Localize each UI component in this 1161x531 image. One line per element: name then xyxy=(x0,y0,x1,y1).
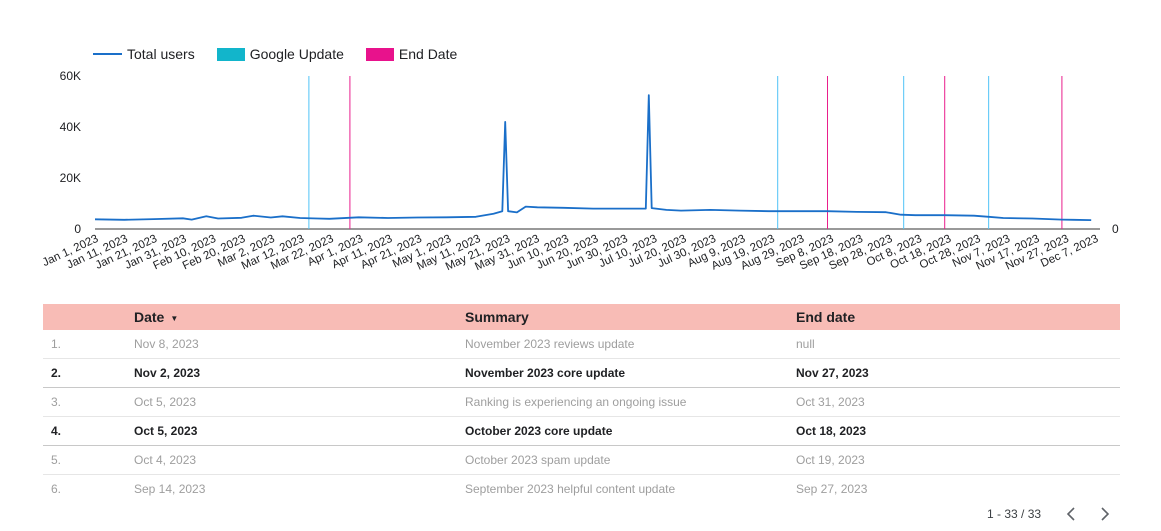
row-summary: Ranking is experiencing an ongoing issue xyxy=(465,395,687,409)
legend-label: Total users xyxy=(127,46,195,62)
row-summary: November 2023 core update xyxy=(465,366,626,380)
row-summary: September 2023 helpful content update xyxy=(465,482,676,496)
table-row[interactable]: 2. Nov 2, 2023 November 2023 core update… xyxy=(43,359,1120,388)
legend-item-total-users[interactable]: Total users xyxy=(93,46,195,62)
y-tick-label: 20K xyxy=(60,171,81,185)
table-row[interactable]: 1. Nov 8, 2023 November 2023 reviews upd… xyxy=(43,330,1120,359)
row-date: Nov 8, 2023 xyxy=(134,337,199,351)
row-end-date: Oct 18, 2023 xyxy=(796,424,867,438)
y-tick-label: 40K xyxy=(60,120,81,134)
row-summary: October 2023 spam update xyxy=(465,453,611,467)
row-index: 3. xyxy=(51,395,62,409)
row-date: Sep 14, 2023 xyxy=(134,482,206,496)
legend-swatch-total-users xyxy=(93,53,122,55)
row-end-date: null xyxy=(796,337,815,351)
table-header: Date ▼ Summary End date xyxy=(43,304,1120,330)
row-end-date: Nov 27, 2023 xyxy=(796,366,869,380)
y-tick-label: 60K xyxy=(60,69,81,83)
header-summary[interactable]: Summary xyxy=(465,309,529,325)
legend-label: Google Update xyxy=(249,46,344,62)
table-row[interactable]: 4. Oct 5, 2023 October 2023 core update … xyxy=(43,417,1120,446)
pagination: 1 - 33 / 33 xyxy=(987,505,1117,523)
sort-desc-icon: ▼ xyxy=(170,313,179,323)
row-summary: October 2023 core update xyxy=(465,424,613,438)
pagination-label: 1 - 33 / 33 xyxy=(987,507,1042,521)
row-index: 5. xyxy=(51,453,62,467)
row-end-date: Oct 19, 2023 xyxy=(796,453,865,467)
row-date: Oct 5, 2023 xyxy=(134,395,197,409)
chevron-left-icon[interactable] xyxy=(1059,505,1083,523)
legend-swatch-end-date xyxy=(365,47,394,61)
legend-item-end-date[interactable]: End Date xyxy=(365,46,458,62)
row-index: 2. xyxy=(51,366,62,380)
row-date: Nov 2, 2023 xyxy=(134,366,201,380)
header-date-label: Date xyxy=(134,309,165,325)
row-summary: November 2023 reviews update xyxy=(465,337,635,351)
chevron-right-icon[interactable] xyxy=(1093,505,1117,523)
table-row[interactable]: 5. Oct 4, 2023 October 2023 spam update … xyxy=(43,446,1120,475)
row-index: 1. xyxy=(51,337,62,351)
chart-legend: Total users Google Update End Date xyxy=(93,46,479,62)
header-date[interactable]: Date ▼ xyxy=(134,309,465,325)
legend-label: End Date xyxy=(398,46,458,62)
row-end-date: Oct 31, 2023 xyxy=(796,395,865,409)
header-end-date[interactable]: End date xyxy=(796,309,856,325)
row-index: 6. xyxy=(51,482,62,496)
updates-table: Date ▼ Summary End date 1. Nov 8, 2023 No… xyxy=(43,304,1120,503)
row-end-date: Sep 27, 2023 xyxy=(796,482,868,496)
row-date: Oct 4, 2023 xyxy=(134,453,197,467)
series-line-total-users xyxy=(94,94,1092,221)
table-row[interactable]: 3. Oct 5, 2023 Ranking is experiencing a… xyxy=(43,388,1120,417)
row-index: 4. xyxy=(51,424,62,438)
legend-item-google-update[interactable]: Google Update xyxy=(216,46,344,62)
table-row[interactable]: 6. Sep 14, 2023 September 2023 helpful c… xyxy=(43,475,1120,503)
row-date: Oct 5, 2023 xyxy=(134,424,198,438)
right-axis-tick-label: 0 xyxy=(1112,222,1119,236)
y-tick-label: 0 xyxy=(74,222,81,236)
legend-swatch-google-update xyxy=(216,47,245,61)
